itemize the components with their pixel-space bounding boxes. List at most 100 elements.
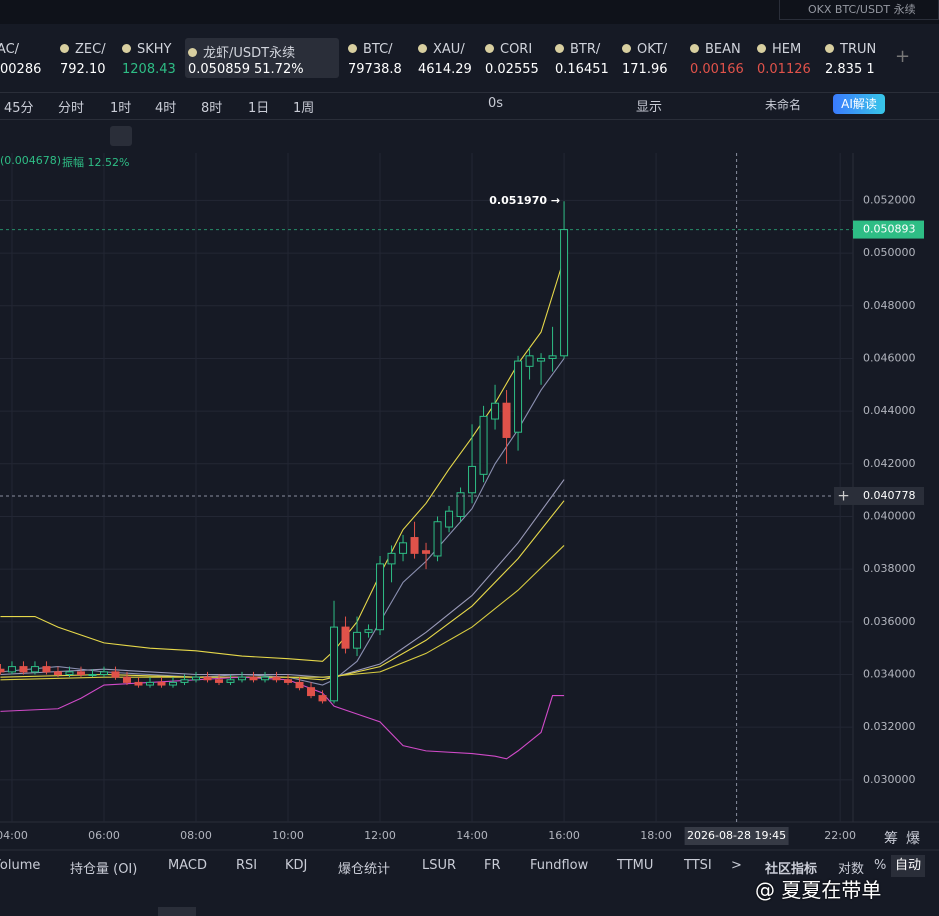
- ticker-price: 4614.29: [418, 62, 472, 77]
- y-tick-label: 0.030000: [863, 773, 916, 786]
- candle-body: [491, 402, 500, 420]
- active-ticker[interactable]: [185, 38, 339, 78]
- indicator-tab[interactable]: KDJ: [285, 858, 308, 873]
- candle-body: [295, 681, 304, 689]
- ticker-icon: [418, 44, 427, 53]
- candle-body: [537, 357, 546, 362]
- candle-body: [0, 668, 5, 673]
- ticker-symbol[interactable]: ZEC/: [60, 42, 106, 57]
- indicator-tab[interactable]: TTSI: [684, 858, 712, 873]
- percent-toggle[interactable]: %: [874, 858, 887, 873]
- ticker-symbol[interactable]: BEAN: [690, 42, 741, 57]
- crosshair-y-label: 0.040778: [863, 489, 916, 502]
- candle-body: [180, 679, 189, 683]
- ticker-price: 2.835 1: [825, 62, 875, 77]
- more[interactable]: >: [731, 858, 742, 873]
- community[interactable]: 社区指标: [765, 862, 818, 877]
- log-toggle[interactable]: 对数: [838, 862, 865, 877]
- layout-button[interactable]: 未命名: [765, 98, 802, 112]
- candle-body: [88, 674, 97, 677]
- y-tick-label: 0.040000: [863, 509, 916, 522]
- ticker-icon: [690, 44, 699, 53]
- candle-body: [203, 676, 212, 681]
- ticker-icon: [485, 44, 494, 53]
- candle-body: [249, 676, 258, 681]
- indicator-tab[interactable]: TTMU: [617, 858, 654, 873]
- ticker-icon: [188, 48, 197, 57]
- candle-body: [514, 360, 523, 433]
- ticker-symbol[interactable]: TAC/: [0, 42, 20, 57]
- x-tick-label: 08:00: [180, 829, 212, 842]
- indicator-tab[interactable]: MACD: [168, 858, 207, 873]
- crosshair-x-label: 2026-08-28 19:45: [687, 829, 786, 842]
- ticker-icon: [757, 44, 766, 53]
- ticker-price: 792.10: [60, 62, 106, 77]
- candle-body: [145, 681, 154, 686]
- ticker-price: 0.01126: [757, 62, 811, 77]
- timeframe[interactable]: 8时: [201, 101, 223, 116]
- y-tick-label: 0.048000: [863, 299, 916, 312]
- crosshair-x-tag: [684, 827, 789, 845]
- ticker-symbol[interactable]: BTC/: [348, 42, 393, 57]
- candle-body: [238, 676, 247, 681]
- candle-body: [111, 671, 120, 678]
- timeframe[interactable]: 1日: [248, 101, 270, 116]
- indicator-line: [0, 676, 565, 760]
- indicator-line: [0, 500, 565, 681]
- candle-body: [399, 542, 408, 554]
- tool-active[interactable]: [110, 126, 132, 146]
- ticker-price: 79738.8: [348, 62, 402, 77]
- ticker-symbol[interactable]: SKHY: [122, 42, 172, 57]
- scroll-handle[interactable]: [158, 907, 196, 916]
- ticker-change: 51.72%: [254, 62, 304, 77]
- display-button[interactable]: 显示: [636, 100, 663, 115]
- corner-2: 爆: [906, 831, 920, 847]
- x-tick-label: 18:00: [640, 829, 672, 842]
- add-tab[interactable]: +: [895, 46, 911, 67]
- top-bar: [0, 0, 939, 24]
- indicator-line: [0, 258, 565, 662]
- indicator-tab[interactable]: 持仓量 (OI): [70, 862, 138, 877]
- candle-body: [525, 355, 534, 367]
- candle-body: [307, 687, 316, 697]
- y-tick-label: 0.032000: [863, 720, 916, 733]
- y-tick-label: 0.034000: [863, 668, 916, 681]
- timeframe[interactable]: 分时: [58, 101, 85, 116]
- ticker-symbol[interactable]: CORI: [485, 42, 532, 57]
- indicator-bar: Volume 持仓量 (OI) MACD RSI KDJ 爆仓统计 LSUR FR Fundfl…: [0, 857, 939, 879]
- candle-body: [42, 666, 51, 673]
- ticker-symbol[interactable]: 龙虾/USDT永续: [188, 42, 295, 61]
- candle-body: [341, 626, 350, 649]
- ticker-icon: [825, 44, 834, 53]
- candle-body: [284, 679, 293, 683]
- indicator-line: [0, 545, 565, 681]
- candle-body: [364, 629, 373, 633]
- indicator-tab[interactable]: Fundflow: [530, 858, 589, 873]
- candle-body: [318, 695, 327, 702]
- x-tick-label: 06:00: [88, 829, 120, 842]
- indicator-tab[interactable]: FR: [484, 858, 501, 873]
- candle-body: [19, 666, 28, 673]
- ticker-price: 00286: [0, 62, 42, 77]
- candle-body: [422, 550, 431, 554]
- indicator-tab[interactable]: RSI: [236, 858, 258, 873]
- timeframe[interactable]: 1周: [293, 101, 315, 116]
- candle-body: [456, 492, 465, 517]
- ticker-symbol[interactable]: TRUN: [825, 42, 876, 57]
- ticker-icon: [60, 44, 69, 53]
- indicator-tab[interactable]: Volume: [0, 858, 41, 873]
- timeframe[interactable]: 45分: [4, 101, 34, 116]
- ticker-symbol[interactable]: XAU/: [418, 42, 465, 57]
- y-tick-label: 0.042000: [863, 457, 916, 470]
- ticker-symbol[interactable]: BTR/: [555, 42, 600, 57]
- indicator-tab[interactable]: LSUR: [422, 858, 457, 873]
- timeframe[interactable]: 1时: [110, 101, 132, 116]
- indicator-tab[interactable]: 爆仓统计: [338, 862, 391, 877]
- timeframe[interactable]: 4时: [155, 101, 177, 116]
- y-tick-label: 0.038000: [863, 562, 916, 575]
- ai-button[interactable]: AI解读: [833, 94, 885, 114]
- auto-toggle[interactable]: 自动: [891, 855, 925, 877]
- ticker-symbol[interactable]: HEM: [757, 42, 801, 57]
- ticker-symbol[interactable]: OKT/: [622, 42, 667, 57]
